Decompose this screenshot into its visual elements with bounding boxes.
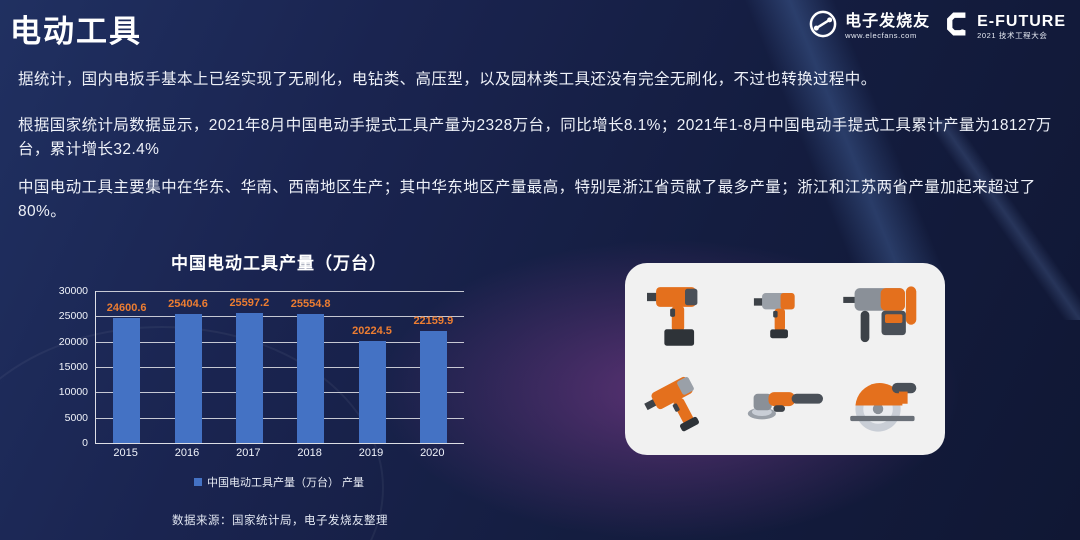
body-text: 据统计，国内电扳手基本上已经实现了无刷化，电钻类、高压型，以及园林类工具还没有完…	[18, 68, 1064, 224]
gridline	[96, 392, 464, 394]
elecfans-logo-name: 电子发烧友	[845, 12, 931, 30]
elecfans-logo-url: www.elecfans.com	[845, 31, 917, 41]
power-tools-image	[625, 263, 945, 455]
x-tick-label: 2017	[236, 447, 261, 459]
efuture-logo-name: E-FUTURE	[977, 12, 1066, 30]
x-tick-label: 2016	[174, 447, 200, 459]
elecfans-logo-icon	[808, 9, 838, 44]
gridline	[96, 316, 464, 318]
y-tick-label: 15000	[58, 361, 88, 373]
bar-2016	[174, 314, 202, 443]
x-tick-label: 2018	[297, 447, 322, 459]
bar-2019	[358, 340, 386, 443]
chart-plot: 24600.6 25404.6 25597.2 25554.8 20224.5 22159…	[95, 291, 464, 444]
page-title: 电动工具	[10, 14, 142, 49]
bar-value-label: 25597.2	[229, 297, 270, 310]
legend-label: 中国电动工具产量（万台） 产量	[206, 477, 365, 489]
production-bar-chart: 中国电动工具产量（万台） 0 5000 10000 15000 20000 25000 30…	[40, 243, 520, 508]
bar-2020	[419, 330, 447, 443]
header-logos: 电子发烧友 www.elecfans.com E-FUTURE 2021 技术工…	[808, 9, 1066, 44]
paragraph-2: 根据国家统计局数据显示，2021年8月中国电动手提式工具产量为2328万台，同比…	[18, 117, 1052, 158]
y-tick-label: 30000	[58, 285, 88, 297]
bar-value-label: 25404.6	[168, 298, 208, 311]
paragraph-1: 据统计，国内电扳手基本上已经实现了无刷化，电钻类、高压型，以及园林类工具还没有完…	[18, 71, 877, 88]
data-source-note: 数据来源：国家统计局，电子发烧友整理	[172, 515, 388, 527]
paragraph-3: 中国电动工具主要集中在华东、华南、西南地区生产；其中华东地区产量最高，特别是浙江…	[18, 179, 1036, 220]
bar-value-label: 22159.9	[413, 314, 454, 327]
compact-drill-driver-icon	[739, 276, 831, 356]
chart-x-axis: 2015 2016 2017 2018 2019 2020	[95, 447, 463, 459]
gridline	[96, 291, 464, 292]
x-tick-label: 2019	[358, 447, 384, 459]
angle-grinder-icon	[739, 362, 831, 442]
elecfans-logo: 电子发烧友 www.elecfans.com	[808, 9, 930, 44]
efuture-logo-subtitle: 2021 技术工程大会	[977, 31, 1048, 41]
x-tick-label: 2015	[113, 447, 138, 459]
y-tick-label: 5000	[64, 411, 88, 424]
chart-legend: 中国电动工具产量（万台） 产量	[95, 474, 463, 490]
rotary-hammer-icon	[839, 276, 931, 356]
efuture-logo-icon	[944, 10, 970, 43]
bar-2017	[235, 313, 263, 443]
y-tick-label: 20000	[58, 335, 88, 348]
impact-drill-icon	[639, 362, 731, 442]
bar-value-label: 24600.6	[106, 302, 147, 315]
chart-title: 中国电动工具产量（万台）	[171, 254, 387, 273]
gridline	[96, 417, 464, 419]
bar-2015	[113, 318, 141, 443]
bar-value-label: 25554.8	[290, 297, 331, 310]
legend-marker	[193, 478, 202, 486]
y-tick-label: 25000	[58, 310, 88, 323]
gridline	[96, 367, 464, 368]
y-tick-label: 0	[82, 437, 88, 449]
bar-2018	[297, 313, 325, 443]
bar-value-label: 20224.5	[352, 324, 392, 337]
cordless-drill-icon	[639, 276, 731, 356]
circular-saw-icon	[839, 362, 931, 442]
efuture-logo: E-FUTURE 2021 技术工程大会	[944, 10, 1066, 43]
y-tick-label: 10000	[58, 386, 88, 399]
gridline	[96, 341, 464, 343]
x-tick-label: 2020	[420, 447, 445, 459]
